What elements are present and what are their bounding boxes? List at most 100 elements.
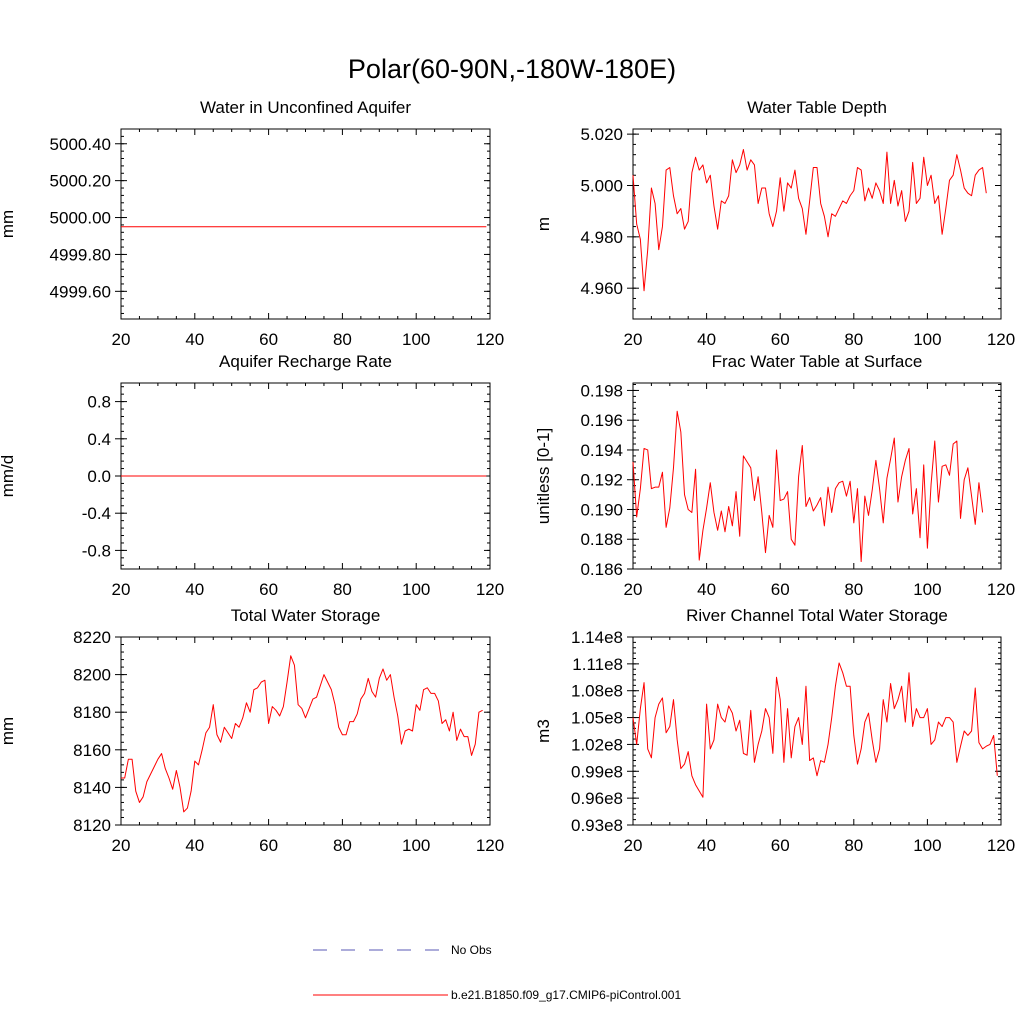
panel-title: River Channel Total Water Storage (686, 606, 948, 625)
legend-model-label: b.e21.B1850.f09_g17.CMIP6-piControl.001 (451, 988, 681, 1002)
plot-frame (120, 636, 491, 826)
y-tick-label: 4999.60 (50, 282, 111, 301)
y-tick-label: 4.960 (580, 279, 623, 298)
y-tick-label: 8120 (73, 816, 111, 835)
panel-2: Water Table Depth m 20 40 60 80 100 120 4.960 4.9… (534, 98, 1015, 349)
x-tick-label: 100 (913, 330, 941, 349)
x-tick-label: 40 (185, 836, 204, 855)
x-tick-label: 120 (476, 330, 504, 349)
x-tick-label: 80 (333, 330, 352, 349)
series-line-model (121, 655, 483, 813)
panel-3: Aquifer Recharge Rate mm/d 20 40 60 80 100 120 -… (0, 352, 504, 599)
x-tick-label: 40 (185, 330, 204, 349)
figure-title: Polar(60-90N,-180W-180E) (348, 54, 676, 84)
y-tick-label: 5000.00 (50, 209, 111, 228)
x-tick-label: 100 (402, 580, 430, 599)
panel-title: Total Water Storage (231, 606, 381, 625)
panel-title: Water Table Depth (747, 98, 887, 117)
x-tick-label: 60 (771, 580, 790, 599)
series-line-model (632, 149, 987, 292)
y-tick-label: 4.980 (580, 228, 623, 247)
y-tick-label: -0.4 (82, 504, 111, 523)
x-tick-label: 40 (697, 836, 716, 855)
x-tick-label: 60 (771, 330, 790, 349)
y-tick-label: 0.0 (87, 467, 111, 486)
x-tick-label: 80 (844, 330, 863, 349)
series-line-model (632, 410, 984, 563)
x-tick-label: 100 (402, 836, 430, 855)
y-tick-label: 1.02e8 (571, 735, 623, 754)
x-tick-label: 20 (112, 330, 131, 349)
x-tick-label: 100 (913, 836, 941, 855)
y-axis-label: unitless [0-1] (534, 428, 553, 524)
x-tick-label: 120 (987, 836, 1015, 855)
y-tick-label: 8180 (73, 703, 111, 722)
y-tick-label: 0.190 (580, 500, 623, 519)
y-tick-label: 0.196 (580, 411, 623, 430)
legend-obs-label: No Obs (451, 943, 492, 957)
y-tick-label: 1.11e8 (572, 655, 623, 674)
x-tick-label: 40 (697, 330, 716, 349)
y-tick-label: 0.99e8 (571, 762, 623, 781)
panel-title: Frac Water Table at Surface (712, 352, 923, 371)
panel-title: Aquifer Recharge Rate (219, 352, 392, 371)
y-tick-label: 0.192 (580, 471, 623, 490)
y-tick-label: 1.14e8 (571, 628, 623, 647)
series-line-model (632, 662, 998, 798)
legend: No Obs b.e21.B1850.f09_g17.CMIP6-piContr… (313, 943, 681, 1002)
y-axis-label: mm (0, 717, 17, 745)
x-tick-label: 120 (476, 580, 504, 599)
x-tick-label: 60 (259, 580, 278, 599)
x-tick-label: 60 (771, 836, 790, 855)
plot-frame (632, 636, 1002, 826)
y-tick-label: 5000.20 (50, 172, 111, 191)
plot-frame (632, 128, 1002, 320)
x-tick-label: 80 (844, 580, 863, 599)
x-tick-label: 120 (987, 580, 1015, 599)
x-tick-label: 40 (185, 580, 204, 599)
y-axis-label: m (534, 217, 553, 231)
y-tick-label: 0.93e8 (571, 816, 623, 835)
y-axis-label: m3 (534, 719, 553, 743)
x-tick-label: 20 (112, 580, 131, 599)
y-tick-label: 1.05e8 (571, 709, 623, 728)
x-tick-label: 120 (476, 836, 504, 855)
panel-title: Water in Unconfined Aquifer (200, 98, 411, 117)
y-tick-label: 8220 (73, 628, 111, 647)
panel-1: Water in Unconfined Aquifer mm 20 40 60 80 100… (0, 98, 504, 349)
plot-frame (632, 382, 1002, 570)
x-tick-label: 20 (624, 580, 643, 599)
panel-5: Total Water Storage mm 20 40 60 80 100 120 8120 8… (0, 606, 504, 855)
plot-frame (120, 128, 491, 320)
x-tick-label: 80 (333, 836, 352, 855)
x-tick-label: 20 (112, 836, 131, 855)
y-tick-label: 5000.40 (50, 135, 111, 154)
x-tick-label: 80 (844, 836, 863, 855)
x-tick-label: 120 (987, 330, 1015, 349)
x-tick-label: 20 (624, 836, 643, 855)
y-tick-label: 8140 (73, 778, 111, 797)
panel-4: Frac Water Table at Surface unitless [0-1… (534, 352, 1015, 599)
y-tick-label: 8160 (73, 741, 111, 760)
x-tick-label: 20 (624, 330, 643, 349)
x-tick-label: 100 (913, 580, 941, 599)
x-tick-label: 60 (259, 330, 278, 349)
y-tick-label: 8200 (73, 666, 111, 685)
y-tick-label: 0.198 (580, 381, 623, 400)
x-tick-label: 60 (259, 836, 278, 855)
x-tick-label: 100 (402, 330, 430, 349)
y-tick-label: 0.4 (87, 430, 111, 449)
y-tick-label: 5.000 (580, 176, 623, 195)
y-tick-label: 4999.80 (50, 245, 111, 264)
y-axis-label: mm/d (0, 455, 17, 498)
y-tick-label: 0.186 (580, 560, 623, 579)
y-tick-label: 1.08e8 (571, 682, 623, 701)
y-tick-label: 5.020 (580, 125, 623, 144)
y-tick-label: -0.8 (82, 541, 111, 560)
panels-container: Water in Unconfined Aquifer mm 20 40 60 80 100… (0, 98, 1015, 855)
y-tick-label: 0.188 (580, 530, 623, 549)
y-tick-label: 0.8 (87, 393, 111, 412)
y-tick-label: 0.194 (580, 441, 623, 460)
y-tick-label: 0.96e8 (571, 789, 623, 808)
